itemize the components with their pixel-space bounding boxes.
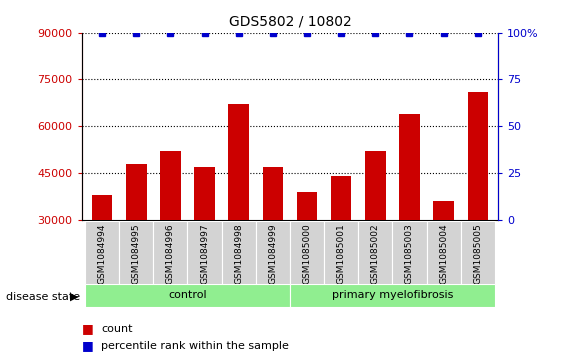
Text: GSM1085002: GSM1085002	[371, 223, 380, 284]
Text: primary myelofibrosis: primary myelofibrosis	[332, 290, 453, 301]
Text: GSM1085004: GSM1085004	[439, 223, 448, 284]
Text: ■: ■	[82, 339, 93, 352]
Text: GSM1085005: GSM1085005	[473, 223, 482, 284]
Text: GSM1084999: GSM1084999	[269, 223, 278, 284]
Bar	[85, 221, 119, 285]
Text: GSM1084997: GSM1084997	[200, 223, 209, 284]
Bar	[153, 221, 187, 285]
Text: GSM1085000: GSM1085000	[302, 223, 311, 284]
Bar	[358, 221, 392, 285]
Bar	[222, 221, 256, 285]
Text: GSM1084996: GSM1084996	[166, 223, 175, 284]
Bar	[392, 221, 427, 285]
Bar	[434, 201, 454, 313]
Bar	[297, 192, 318, 313]
Bar	[256, 221, 290, 285]
Text: ■: ■	[82, 322, 93, 335]
Bar	[399, 114, 419, 313]
Bar	[92, 195, 113, 313]
Bar	[160, 151, 181, 313]
Bar	[461, 221, 495, 285]
Text: count: count	[101, 323, 133, 334]
Text: disease state: disease state	[6, 292, 80, 302]
Bar	[467, 92, 488, 313]
Title: GDS5802 / 10802: GDS5802 / 10802	[229, 15, 351, 29]
Bar	[290, 221, 324, 285]
Text: percentile rank within the sample: percentile rank within the sample	[101, 340, 289, 351]
Text: GSM1085003: GSM1085003	[405, 223, 414, 284]
Text: control: control	[168, 290, 207, 301]
Text: GSM1084995: GSM1084995	[132, 223, 141, 284]
Bar	[119, 221, 153, 285]
Bar	[324, 221, 358, 285]
Bar	[262, 167, 283, 313]
Bar	[194, 167, 215, 313]
Text: GSM1085001: GSM1085001	[337, 223, 346, 284]
Bar	[126, 163, 146, 313]
Bar	[187, 221, 222, 285]
Text: GSM1084998: GSM1084998	[234, 223, 243, 284]
Bar	[331, 176, 351, 313]
Bar	[229, 104, 249, 313]
Bar	[365, 151, 386, 313]
Bar	[85, 284, 290, 307]
Bar	[427, 221, 461, 285]
Text: ▶: ▶	[70, 292, 79, 302]
Text: GSM1084994: GSM1084994	[97, 223, 106, 284]
Bar	[290, 284, 495, 307]
